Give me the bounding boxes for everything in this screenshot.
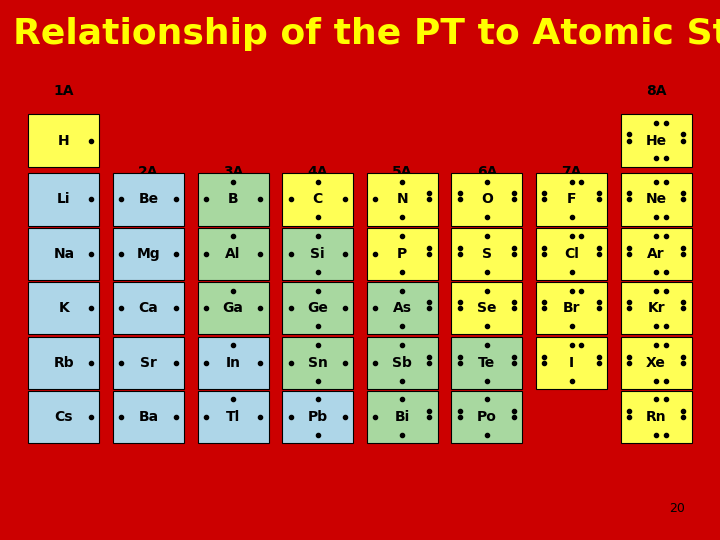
FancyBboxPatch shape: [621, 114, 692, 166]
Text: Be: Be: [138, 192, 158, 206]
FancyBboxPatch shape: [28, 282, 99, 334]
Text: 20: 20: [669, 502, 685, 515]
Text: Ar: Ar: [647, 247, 665, 261]
Text: Te: Te: [478, 356, 495, 370]
FancyBboxPatch shape: [366, 282, 438, 334]
FancyBboxPatch shape: [28, 337, 99, 389]
FancyBboxPatch shape: [197, 282, 269, 334]
FancyBboxPatch shape: [366, 337, 438, 389]
Text: 6A: 6A: [477, 165, 497, 179]
Text: Ba: Ba: [138, 410, 158, 424]
Text: Rn: Rn: [646, 410, 667, 424]
Text: Li: Li: [57, 192, 71, 206]
Text: Se: Se: [477, 301, 497, 315]
Text: 3A: 3A: [223, 165, 243, 179]
FancyBboxPatch shape: [536, 173, 607, 226]
FancyBboxPatch shape: [113, 282, 184, 334]
Text: 5A: 5A: [392, 165, 413, 179]
FancyBboxPatch shape: [282, 282, 354, 334]
FancyBboxPatch shape: [113, 228, 184, 280]
FancyBboxPatch shape: [28, 228, 99, 280]
Text: P: P: [397, 247, 408, 261]
FancyBboxPatch shape: [536, 282, 607, 334]
FancyBboxPatch shape: [536, 337, 607, 389]
Text: As: As: [393, 301, 412, 315]
FancyBboxPatch shape: [451, 391, 523, 443]
Text: H: H: [58, 133, 70, 147]
FancyBboxPatch shape: [451, 173, 523, 226]
FancyBboxPatch shape: [28, 391, 99, 443]
FancyBboxPatch shape: [366, 391, 438, 443]
FancyBboxPatch shape: [621, 391, 692, 443]
Text: Cl: Cl: [564, 247, 579, 261]
Text: He: He: [646, 133, 667, 147]
Text: Tl: Tl: [226, 410, 240, 424]
Text: Rb: Rb: [53, 356, 74, 370]
Text: Mg: Mg: [137, 247, 161, 261]
Text: B: B: [228, 192, 238, 206]
Text: Po: Po: [477, 410, 497, 424]
Text: N: N: [397, 192, 408, 206]
Text: O: O: [481, 192, 492, 206]
FancyBboxPatch shape: [197, 173, 269, 226]
FancyBboxPatch shape: [28, 114, 99, 166]
Text: Pb: Pb: [307, 410, 328, 424]
Text: Al: Al: [225, 247, 240, 261]
FancyBboxPatch shape: [366, 228, 438, 280]
Text: Ca: Ca: [139, 301, 158, 315]
FancyBboxPatch shape: [282, 337, 354, 389]
Text: Ne: Ne: [646, 192, 667, 206]
FancyBboxPatch shape: [451, 337, 523, 389]
FancyBboxPatch shape: [282, 173, 354, 226]
Text: F: F: [567, 192, 576, 206]
Text: K: K: [58, 301, 69, 315]
FancyBboxPatch shape: [282, 391, 354, 443]
Text: C: C: [312, 192, 323, 206]
FancyBboxPatch shape: [621, 282, 692, 334]
FancyBboxPatch shape: [113, 173, 184, 226]
FancyBboxPatch shape: [621, 173, 692, 226]
Text: Sb: Sb: [392, 356, 413, 370]
Text: 8A: 8A: [646, 84, 666, 98]
FancyBboxPatch shape: [113, 337, 184, 389]
FancyBboxPatch shape: [451, 282, 523, 334]
FancyBboxPatch shape: [451, 228, 523, 280]
FancyBboxPatch shape: [621, 337, 692, 389]
Text: 4A: 4A: [307, 165, 328, 179]
Text: In: In: [225, 356, 240, 370]
Text: Ga: Ga: [222, 301, 243, 315]
Text: Xe: Xe: [646, 356, 666, 370]
FancyBboxPatch shape: [536, 228, 607, 280]
Text: S: S: [482, 247, 492, 261]
Text: Br: Br: [563, 301, 580, 315]
FancyBboxPatch shape: [113, 391, 184, 443]
Text: Relationship of the PT to Atomic Structure: Relationship of the PT to Atomic Structu…: [13, 17, 720, 51]
FancyBboxPatch shape: [366, 173, 438, 226]
FancyBboxPatch shape: [197, 391, 269, 443]
Text: Si: Si: [310, 247, 325, 261]
Text: I: I: [569, 356, 574, 370]
Text: 7A: 7A: [562, 165, 582, 179]
Text: 2A: 2A: [138, 165, 158, 179]
Text: Na: Na: [53, 247, 74, 261]
FancyBboxPatch shape: [197, 228, 269, 280]
FancyBboxPatch shape: [282, 228, 354, 280]
Text: Kr: Kr: [647, 301, 665, 315]
Text: Cs: Cs: [55, 410, 73, 424]
Text: Bi: Bi: [395, 410, 410, 424]
Text: Ge: Ge: [307, 301, 328, 315]
FancyBboxPatch shape: [621, 228, 692, 280]
FancyBboxPatch shape: [28, 173, 99, 226]
Text: Sn: Sn: [307, 356, 328, 370]
Text: 1A: 1A: [54, 84, 74, 98]
Text: Sr: Sr: [140, 356, 157, 370]
FancyBboxPatch shape: [197, 337, 269, 389]
